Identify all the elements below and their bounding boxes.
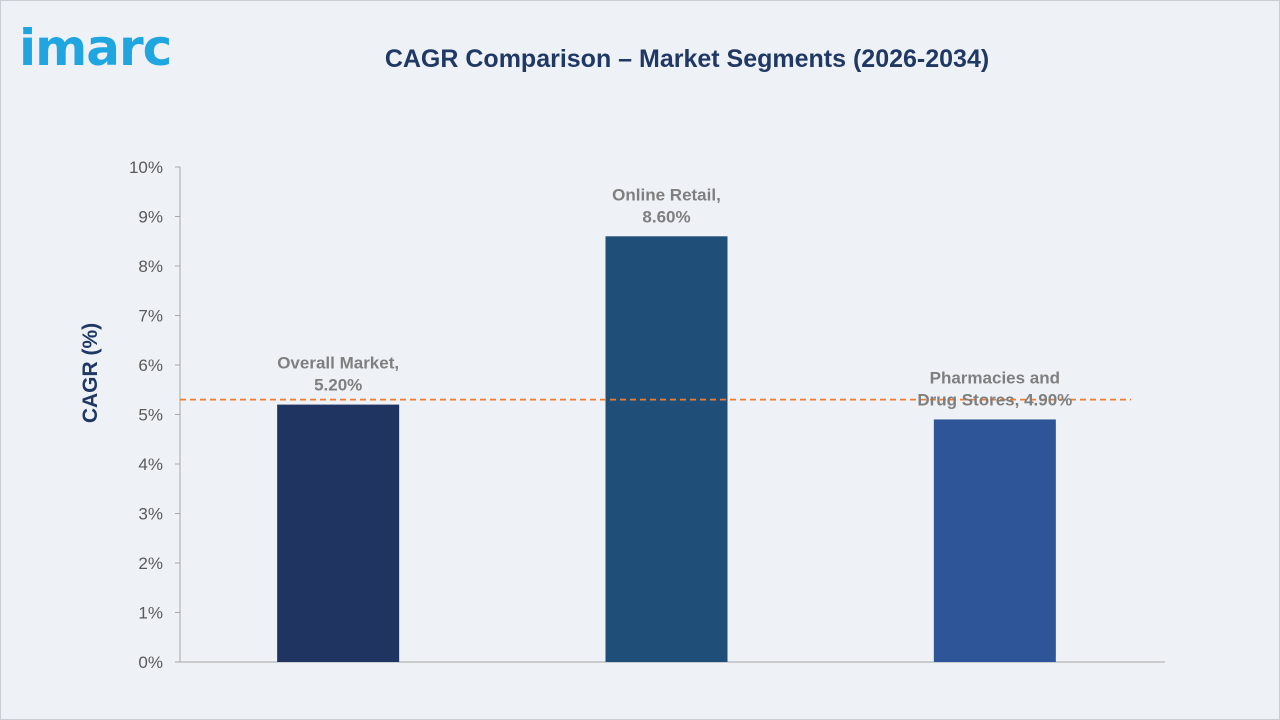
data-labels: Overall Market, 5.20% Online Retail, 8.60% P… [277,185,1072,409]
y-tick-label: 8% [138,257,163,276]
bars [277,236,1056,663]
y-axis-title: CAGR (%) [79,323,102,423]
y-tick-label: 9% [138,208,163,227]
data-label: Pharmacies and [930,368,1060,387]
y-tick-label: 10% [129,158,163,177]
y-tick-label: 7% [138,307,163,326]
y-axis: 0% 1% 2% 3% 4% 5% 6% 7% 8% 9% 10% [129,158,1165,672]
data-label: Online Retail, [612,185,721,204]
y-tick-label: 3% [138,505,163,524]
data-label: Drug Stores, 4.90% [917,390,1072,409]
chart-title: CAGR Comparison – Market Segments (2026-… [384,45,990,73]
y-tick-label: 2% [138,554,163,573]
y-tick-label: 4% [138,455,163,474]
y-tick-label: 6% [138,356,163,375]
data-label: 8.60% [642,207,690,226]
data-label: Overall Market, [277,354,399,373]
y-tick-label: 0% [138,653,163,672]
imarc-logo: imarc [19,19,172,77]
data-label: 5.20% [314,376,362,395]
bar [605,236,728,663]
bar [933,419,1056,662]
y-tick-label: 1% [138,604,163,623]
y-tick-label: 5% [138,406,163,425]
bar [277,404,400,662]
